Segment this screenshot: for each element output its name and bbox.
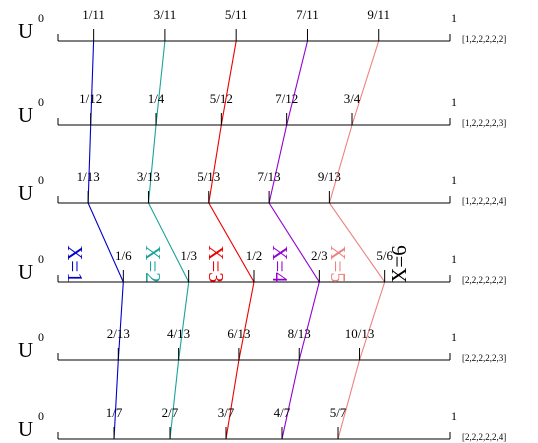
region-label-x5: X=5 — [326, 245, 350, 283]
row-zero-label: 0 — [38, 409, 44, 423]
row-zero-label: 0 — [38, 95, 44, 109]
tick-label: 5/6 — [376, 248, 393, 263]
region-label-x2: X=2 — [141, 245, 165, 283]
boundary-line-4 — [268, 40, 320, 440]
row-zero-label: 0 — [38, 11, 44, 25]
boundary-line-1 — [87, 40, 124, 440]
row-one-label: 1 — [451, 409, 457, 423]
boundary-line-2 — [147, 40, 190, 440]
region-label-x1: X=1 — [63, 245, 87, 283]
row-one-label: 1 — [451, 330, 457, 344]
row-u-label: U — [18, 338, 33, 362]
row-u-label: U — [18, 103, 33, 127]
row-tuple-label: [2,2,2,2,2,2] — [462, 275, 506, 285]
tick-label: 3/7 — [218, 405, 235, 420]
region-label-x6: X=6 — [387, 245, 411, 283]
row-u-label: U — [18, 417, 33, 441]
tick-label: 1/6 — [115, 248, 132, 263]
region-label-x4: X=4 — [268, 245, 292, 283]
row-tuple-label: [2,2,2,2,2,4] — [462, 432, 506, 442]
tick-label: 7/13 — [258, 169, 281, 184]
tick-label: 2/13 — [107, 326, 130, 341]
row-one-label: 1 — [451, 173, 457, 187]
row-u-label: U — [18, 260, 33, 284]
row-tuple-label: [1,2,2,2,2,3] — [462, 118, 506, 128]
tick-label: 1/7 — [106, 405, 123, 420]
row-one-label: 1 — [451, 252, 457, 266]
tick-label: 5/7 — [330, 405, 347, 420]
row-u-label: U — [18, 181, 33, 205]
tick-label: 3/11 — [154, 7, 177, 22]
tick-label: 1/11 — [82, 7, 105, 22]
row-tuple-label: [2,2,2,2,2,3] — [462, 353, 506, 363]
tick-label: 6/13 — [227, 326, 250, 341]
row-tuple-label: [1,2,2,2,2,2] — [462, 34, 506, 44]
tick-label: 1/2 — [246, 248, 263, 263]
row-u-label: U — [18, 19, 33, 43]
tick-label: 5/13 — [197, 169, 220, 184]
row-zero-label: 0 — [38, 252, 44, 266]
boundary-line-5 — [328, 40, 386, 440]
tick-label: 8/13 — [288, 326, 311, 341]
region-label-x3: X=3 — [204, 245, 228, 283]
tick-label: 3/13 — [137, 169, 160, 184]
tick-label: 1/3 — [180, 248, 197, 263]
tick-label: 9/13 — [318, 169, 341, 184]
tick-label: 1/13 — [77, 169, 100, 184]
row-one-label: 1 — [451, 95, 457, 109]
row-tuple-label: [1,2,2,2,2,4] — [462, 196, 506, 206]
tick-label: 7/12 — [275, 91, 298, 106]
tick-label: 9/11 — [367, 7, 390, 22]
tick-label: 1/12 — [79, 91, 102, 106]
tick-label: 2/3 — [311, 248, 328, 263]
tick-label: 3/4 — [344, 91, 361, 106]
boundary-line-3 — [208, 40, 255, 440]
tick-label: 4/13 — [167, 326, 190, 341]
row-one-label: 1 — [451, 11, 457, 25]
row-zero-label: 0 — [38, 330, 44, 344]
tick-label: 4/7 — [274, 405, 291, 420]
tick-label: 10/13 — [345, 326, 375, 341]
tick-label: 7/11 — [296, 7, 319, 22]
tick-label: 2/7 — [162, 405, 179, 420]
row-zero-label: 0 — [38, 173, 44, 187]
tick-label: 5/11 — [225, 7, 248, 22]
tick-label: 5/12 — [210, 91, 233, 106]
tick-label: 1/4 — [148, 91, 165, 106]
